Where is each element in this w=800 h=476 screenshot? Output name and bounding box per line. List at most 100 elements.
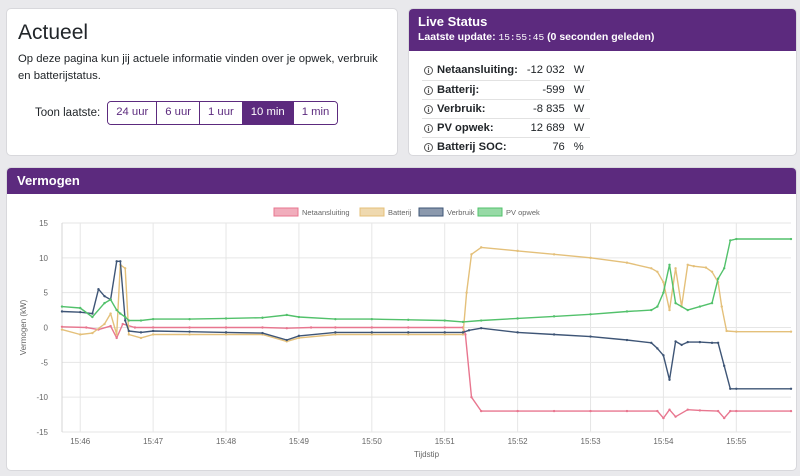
data-point bbox=[407, 331, 410, 334]
live-status-card: Live Status Laatste update: 15:55:45 (0 … bbox=[408, 8, 797, 156]
data-point bbox=[698, 409, 702, 412]
status-value: -12 032 bbox=[526, 64, 565, 77]
data-point bbox=[552, 409, 556, 413]
data-point bbox=[686, 340, 689, 344]
data-point bbox=[443, 333, 446, 336]
data-point bbox=[479, 326, 483, 330]
data-point bbox=[722, 364, 726, 368]
data-point bbox=[119, 312, 122, 315]
data-point bbox=[407, 326, 410, 329]
x-tick-label: 15:47 bbox=[143, 437, 164, 446]
last-update-label: Laatste update: bbox=[418, 31, 496, 43]
data-point bbox=[698, 340, 702, 344]
data-point bbox=[119, 260, 122, 263]
status-value: -599 bbox=[520, 79, 568, 99]
data-point bbox=[716, 277, 720, 280]
data-point bbox=[309, 326, 313, 329]
legend-swatch bbox=[477, 207, 503, 217]
range-button-1-min[interactable]: 1 min bbox=[292, 102, 338, 124]
series-line bbox=[61, 238, 791, 323]
data-point bbox=[464, 333, 467, 336]
vermogen-chart: 15 10 5 0 -5 -10 -15 15:46 15:47 15:48 15:49 15:50 1… bbox=[19, 207, 793, 459]
legend-label: Netaansluiting bbox=[302, 208, 350, 217]
data-point bbox=[188, 317, 191, 321]
data-point bbox=[443, 319, 446, 322]
data-point bbox=[224, 331, 228, 334]
data-point bbox=[370, 317, 374, 321]
data-point bbox=[729, 239, 732, 242]
data-point bbox=[115, 308, 118, 312]
range-button-24-uur[interactable]: 24 uur bbox=[108, 102, 157, 124]
data-point bbox=[407, 318, 410, 322]
range-button-6-uur[interactable]: 6 uur bbox=[156, 102, 200, 124]
info-icon[interactable]: i bbox=[424, 85, 433, 95]
info-icon[interactable]: i bbox=[424, 66, 433, 76]
data-point bbox=[127, 329, 131, 333]
status-row: i Verbruik: -8 835 W bbox=[422, 98, 591, 118]
data-point bbox=[722, 416, 726, 420]
status-label: i Netaansluiting: bbox=[422, 61, 521, 80]
range-selector: Toon laatste: 24 uur 6 uur 1 uur 10 min … bbox=[35, 101, 339, 125]
range-button-10-min[interactable]: 10 min bbox=[241, 102, 293, 124]
status-label: i Verbruik: bbox=[422, 98, 521, 118]
data-point bbox=[334, 333, 337, 336]
status-unit: % bbox=[567, 136, 591, 155]
data-point bbox=[516, 331, 519, 334]
series-line bbox=[61, 323, 791, 419]
info-icon[interactable]: i bbox=[424, 123, 433, 133]
data-point bbox=[407, 333, 410, 336]
data-point bbox=[79, 310, 82, 314]
info-icon[interactable]: i bbox=[424, 142, 433, 152]
data-point bbox=[789, 237, 793, 241]
data-point bbox=[589, 313, 592, 316]
x-tick-label: 15:54 bbox=[653, 437, 674, 446]
data-point bbox=[60, 310, 64, 313]
series-line bbox=[61, 260, 791, 390]
data-point bbox=[139, 336, 143, 340]
status-label-text: Verbruik: bbox=[437, 102, 486, 115]
data-point bbox=[470, 395, 473, 399]
data-point bbox=[704, 266, 708, 269]
data-point bbox=[662, 354, 665, 357]
data-point bbox=[461, 320, 465, 324]
data-point bbox=[79, 306, 82, 310]
data-point bbox=[625, 409, 629, 413]
data-point bbox=[151, 326, 155, 329]
data-point bbox=[680, 343, 683, 347]
data-point bbox=[516, 409, 519, 413]
legend-swatch bbox=[273, 207, 299, 217]
data-point bbox=[91, 312, 94, 315]
data-point bbox=[334, 326, 337, 329]
legend-label: Verbruik bbox=[447, 208, 475, 217]
data-point bbox=[656, 270, 659, 273]
y-tick-label: 0 bbox=[44, 324, 49, 333]
data-point bbox=[91, 315, 94, 319]
data-point bbox=[589, 409, 592, 413]
data-point bbox=[285, 338, 288, 342]
data-point bbox=[729, 409, 732, 413]
data-point bbox=[285, 326, 288, 330]
x-tick-label: 15:46 bbox=[70, 437, 91, 446]
info-icon[interactable]: i bbox=[424, 104, 433, 114]
data-point bbox=[109, 324, 112, 328]
status-row: i Batterij: -599 W bbox=[422, 79, 591, 99]
data-point bbox=[123, 267, 127, 270]
data-point bbox=[115, 333, 118, 336]
data-point bbox=[334, 317, 337, 321]
vermogen-header: Vermogen bbox=[7, 168, 796, 194]
range-label: Toon laatste: bbox=[35, 107, 101, 119]
y-tick-label: 15 bbox=[39, 219, 48, 228]
data-point bbox=[261, 316, 264, 319]
range-button-group: 24 uur 6 uur 1 uur 10 min 1 min bbox=[107, 101, 339, 125]
data-point bbox=[710, 341, 714, 345]
data-point bbox=[127, 333, 131, 336]
data-point bbox=[370, 326, 374, 329]
data-point bbox=[552, 315, 556, 318]
range-button-1-uur[interactable]: 1 uur bbox=[199, 102, 242, 124]
actueel-intro: Op deze pagina kun jij actuele informati… bbox=[18, 53, 378, 82]
data-point bbox=[668, 408, 671, 411]
status-label-text: Batterij SOC: bbox=[437, 140, 507, 153]
data-point bbox=[151, 317, 155, 321]
data-point bbox=[109, 312, 112, 315]
data-point bbox=[121, 322, 124, 326]
